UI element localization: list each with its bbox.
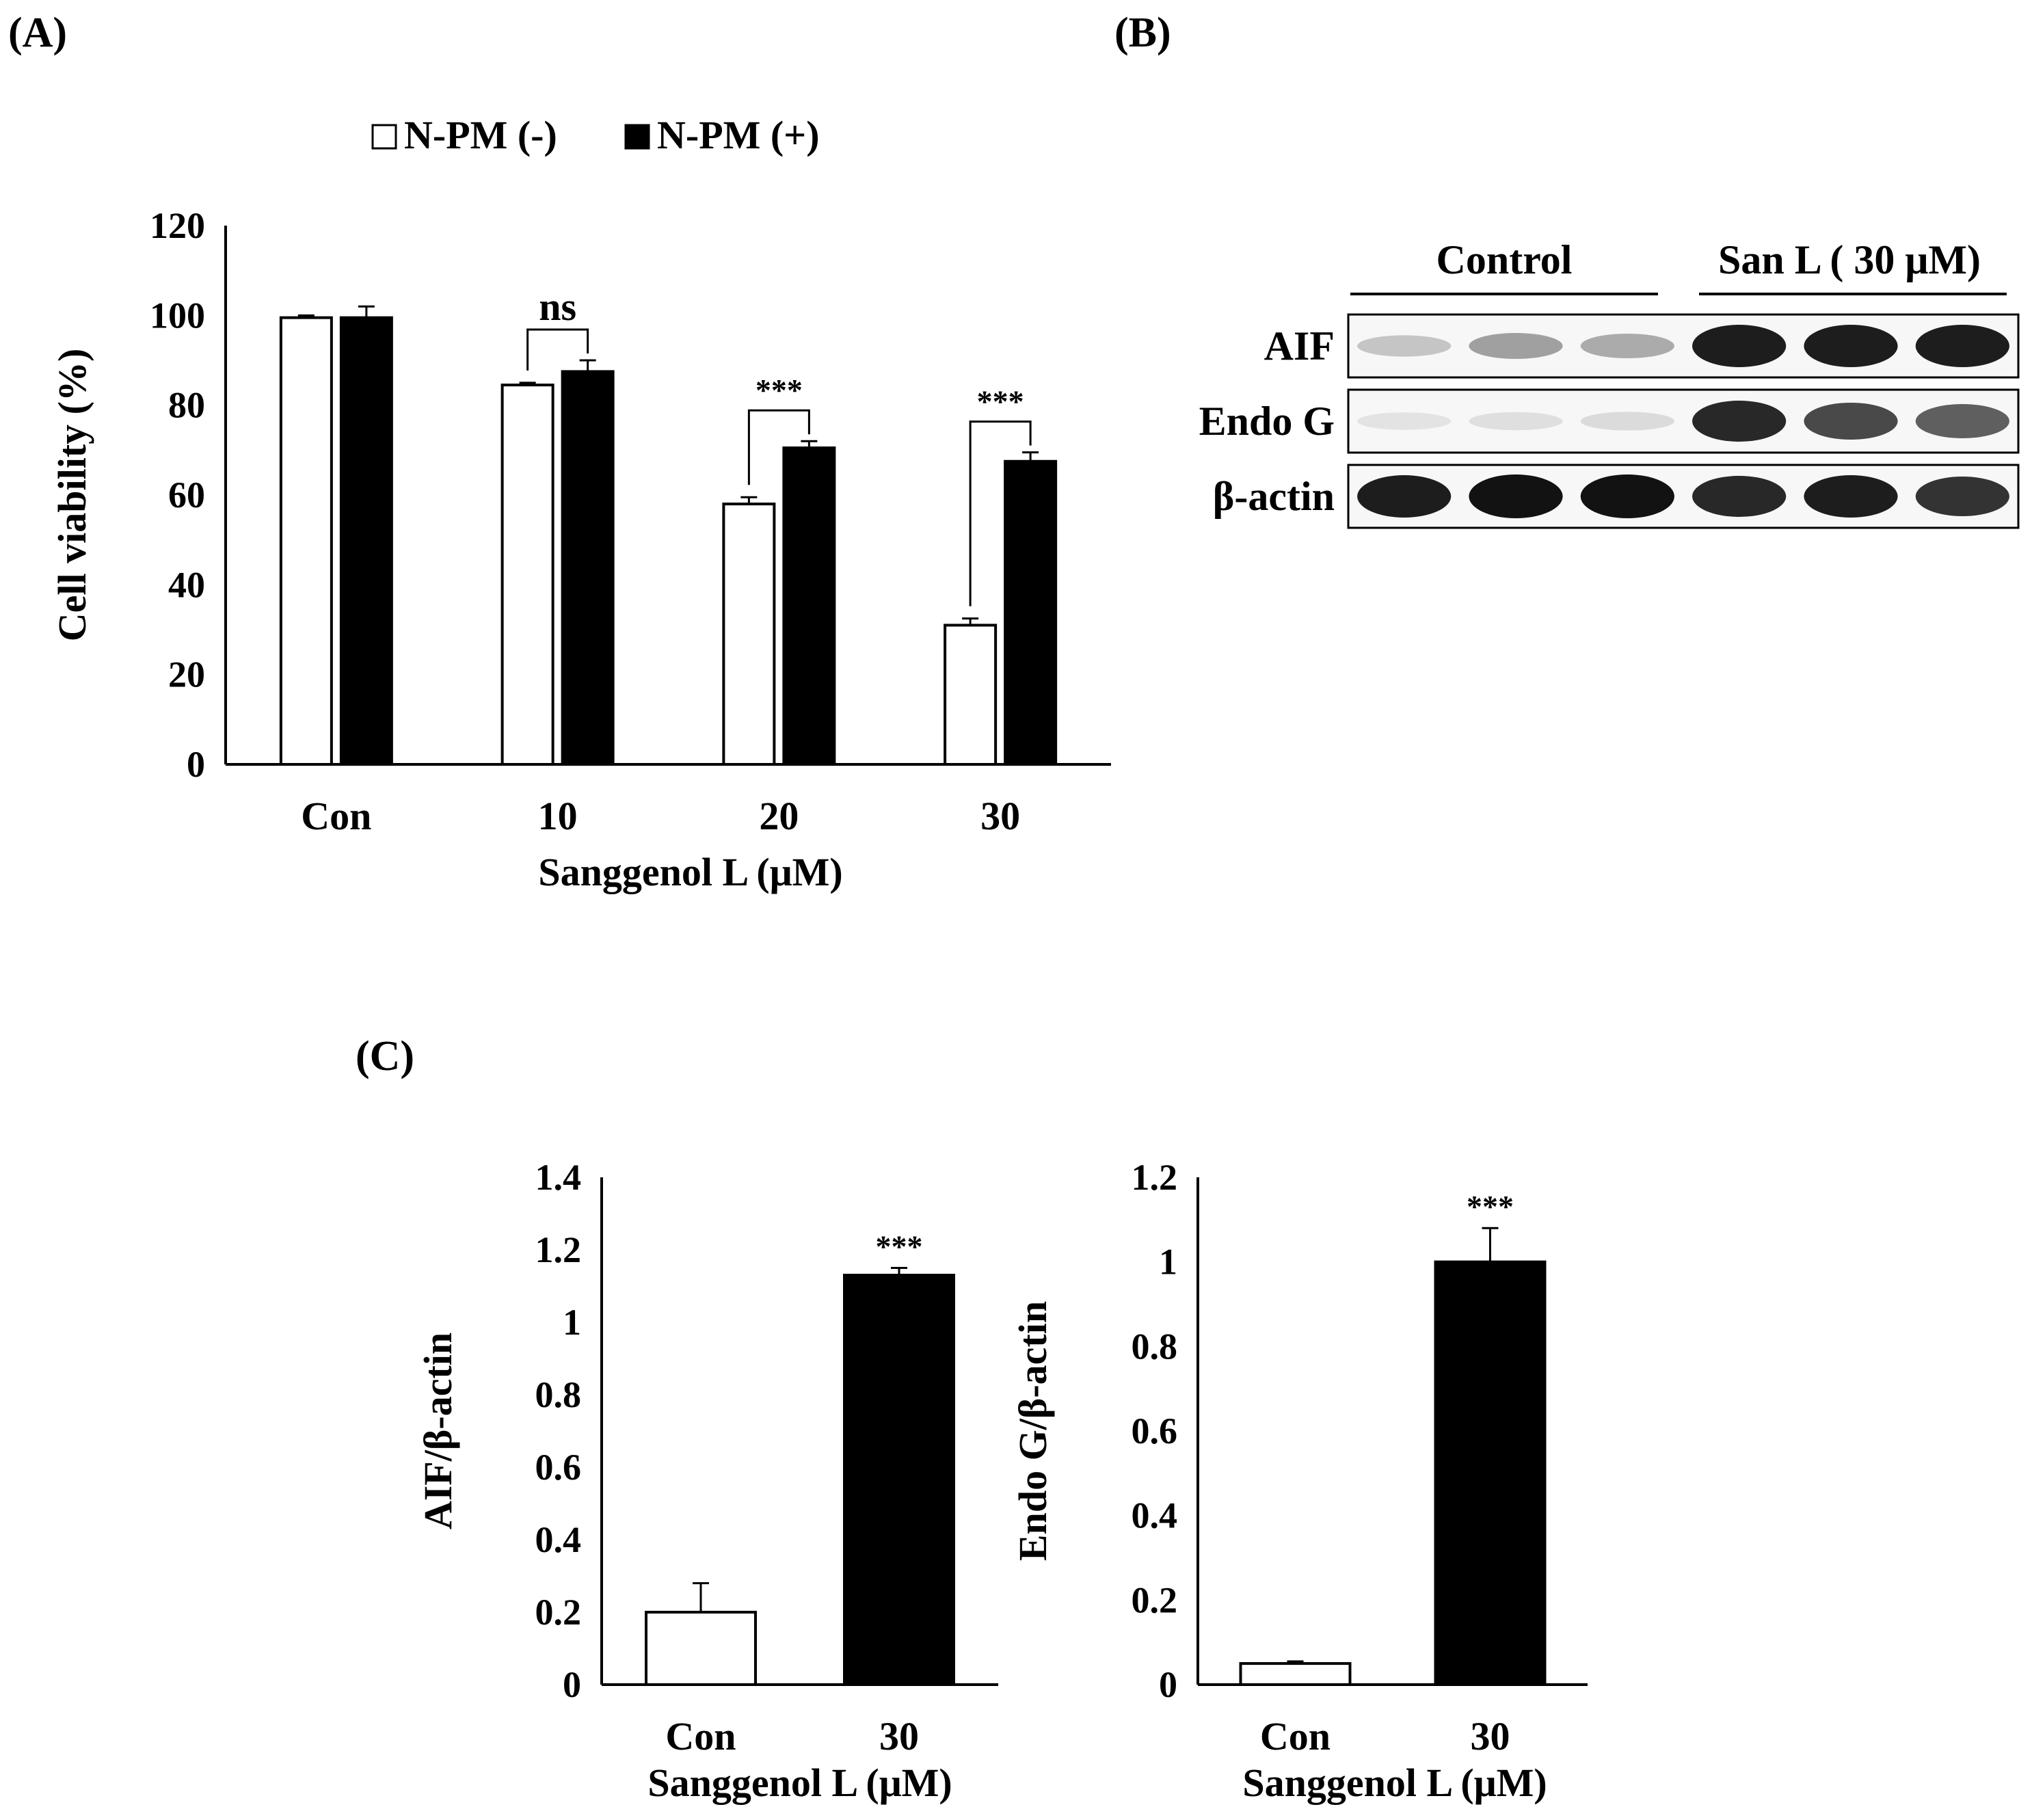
blot-row-aif: AIF xyxy=(1264,313,2020,379)
bar-npm-plus-Con xyxy=(339,316,393,766)
blot-row-endog: Endo G xyxy=(1199,388,2020,454)
blot-band xyxy=(1580,474,1674,518)
significance-marker: *** xyxy=(876,1229,923,1264)
bar-npm-minus-Con xyxy=(279,316,333,766)
significance-bracket xyxy=(747,409,810,485)
chart-a-cell-viability: 0 20 40 60 80 100 120 Cell viability (%) Sanggen… xyxy=(50,113,1111,894)
x-axis-title: Sanggenol L (μM) xyxy=(538,850,842,894)
y-tick-label: 20 xyxy=(168,654,205,695)
y-tick-label: 1 xyxy=(1159,1242,1177,1283)
x-tick-label: Con xyxy=(665,1714,736,1758)
bar-30 xyxy=(843,1274,955,1686)
blot-band xyxy=(1915,477,2009,516)
blot-band xyxy=(1357,412,1452,430)
significance-bracket xyxy=(969,420,1032,606)
significance-bracket xyxy=(526,328,589,371)
x-tick-label: 10 xyxy=(538,794,578,838)
significance-marker: ns xyxy=(539,284,576,329)
bar-Con xyxy=(645,1611,757,1686)
y-axis-title: Endo G/β-actin xyxy=(1011,1301,1055,1561)
blot-band xyxy=(1804,325,1898,367)
y-tick-label: 0.2 xyxy=(535,1592,582,1633)
blot-band xyxy=(1692,325,1787,367)
y-tick-label: 0.4 xyxy=(535,1519,582,1560)
legend-label: N-PM (+) xyxy=(657,113,820,157)
y-tick-label: 80 xyxy=(168,385,205,426)
blot-group-label: Control xyxy=(1436,237,1573,282)
panel-c-label: (C) xyxy=(356,1033,414,1080)
y-tick-label: 0 xyxy=(1159,1664,1177,1705)
blot-band xyxy=(1915,404,2009,438)
blot-strip xyxy=(1347,313,2020,379)
significance-marker: *** xyxy=(756,373,803,407)
legend-swatch-npm-minus xyxy=(371,124,397,150)
blot-band xyxy=(1469,333,1563,359)
y-tick-label: 100 xyxy=(150,295,205,336)
x-tick-label: Con xyxy=(301,794,371,838)
y-tick-label: 60 xyxy=(168,474,205,516)
x-axis-title: Sanggenol L (μM) xyxy=(647,1761,952,1805)
y-tick-label: 1.4 xyxy=(535,1157,582,1198)
x-tick-label: 30 xyxy=(1471,1714,1510,1758)
blot-band xyxy=(1357,475,1452,518)
bar-30 xyxy=(1434,1260,1547,1686)
y-tick-label: 0 xyxy=(563,1664,581,1705)
x-axis-title: Sanggenol L (μM) xyxy=(1242,1761,1547,1805)
panel-b-label: (B) xyxy=(1114,10,1171,56)
bar-npm-minus-30 xyxy=(944,624,998,766)
blot-group-label: San L ( 30 μM) xyxy=(1718,237,1981,282)
blot-band xyxy=(1580,412,1674,431)
bar-npm-plus-20 xyxy=(782,446,836,766)
blot-row-label: Endo G xyxy=(1199,399,1335,444)
y-tick-label: 0.8 xyxy=(535,1374,582,1415)
x-tick-label: 30 xyxy=(879,1714,919,1758)
y-tick-label: 0.6 xyxy=(1132,1410,1178,1451)
western-blot: Control San L ( 30 μM) AIF Endo G β-actin xyxy=(1199,237,2020,529)
y-tick-label: 0.4 xyxy=(1132,1495,1178,1536)
panel-a-label: (A) xyxy=(8,10,67,56)
blot-row-label: AIF xyxy=(1264,323,1335,369)
significance-marker: *** xyxy=(977,384,1024,419)
blot-band xyxy=(1469,474,1563,518)
blot-band xyxy=(1357,335,1452,357)
y-tick-label: 1.2 xyxy=(535,1229,582,1270)
legend-swatch-npm-plus xyxy=(624,124,650,150)
bar-Con xyxy=(1239,1662,1352,1686)
y-tick-label: 0.2 xyxy=(1132,1579,1178,1620)
y-tick-label: 0.6 xyxy=(535,1447,582,1488)
chart-c-endog: 0 0.2 0.4 0.6 0.8 1 1.2 Endo G/β-actin Sanggenol… xyxy=(1011,1157,1588,1805)
blot-strip xyxy=(1347,464,2020,529)
blot-strip xyxy=(1347,388,2020,454)
bar-npm-plus-30 xyxy=(1004,459,1058,766)
blot-row-actin: β-actin xyxy=(1213,464,2020,529)
y-tick-label: 0 xyxy=(187,744,205,785)
bar-npm-plus-10 xyxy=(561,370,615,766)
blot-band xyxy=(1804,475,1898,518)
y-tick-label: 40 xyxy=(168,564,205,605)
x-tick-label: 30 xyxy=(980,794,1020,838)
x-tick-label: Con xyxy=(1260,1714,1331,1758)
blot-band xyxy=(1692,476,1787,517)
bar-npm-minus-20 xyxy=(722,503,776,766)
blot-band xyxy=(1915,325,2009,367)
blot-band xyxy=(1580,334,1674,358)
y-axis-title: Cell viability (%) xyxy=(50,349,94,642)
significance-marker: *** xyxy=(1467,1189,1514,1224)
legend: N-PM (-) N-PM (+) xyxy=(371,113,820,157)
y-tick-label: 1 xyxy=(563,1302,581,1343)
y-tick-label: 1.2 xyxy=(1132,1157,1178,1198)
y-tick-label: 120 xyxy=(150,205,205,246)
x-tick-label: 20 xyxy=(759,794,799,838)
y-tick-label: 0.8 xyxy=(1132,1326,1178,1367)
blot-band xyxy=(1469,412,1563,431)
blot-band xyxy=(1692,401,1787,442)
bar-npm-minus-10 xyxy=(500,384,554,766)
blot-row-label: β-actin xyxy=(1213,474,1335,519)
blot-band xyxy=(1804,403,1898,440)
legend-label: N-PM (-) xyxy=(404,113,557,157)
y-axis-title: AIF/β-actin xyxy=(416,1333,460,1529)
chart-c-aif: 0 0.2 0.4 0.6 0.8 1 1.2 1.4 AIF/β-actin Sanggenol… xyxy=(416,1157,998,1805)
